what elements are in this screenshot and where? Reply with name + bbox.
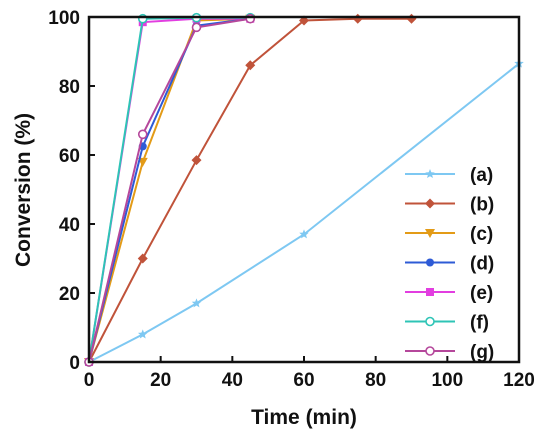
series-7 <box>84 13 256 367</box>
series-line <box>88 17 251 363</box>
legend-label: (b) <box>470 195 494 216</box>
axes: 0 20 40 60 80 100 120 0 20 40 60 80 100 <box>48 8 535 391</box>
x-tick-label: 120 <box>503 370 535 391</box>
legend-marker <box>425 229 435 238</box>
legend-marker <box>425 316 435 327</box>
x-tick-label: 80 <box>365 370 386 391</box>
legend-item: (g) <box>405 342 494 363</box>
legend-marker <box>425 198 435 209</box>
legend-item: (b) <box>405 195 494 216</box>
x-axis-title: Time (min) <box>251 406 357 429</box>
legend-item: (a) <box>405 165 493 186</box>
legend-marker <box>426 288 434 296</box>
series-4 <box>85 14 255 366</box>
x-tick-label: 40 <box>222 370 243 391</box>
y-tick-label: 100 <box>48 8 80 29</box>
series-line <box>88 17 251 363</box>
legend-item: (f) <box>405 313 489 334</box>
legend: (a) (b) (c) (d) (e) (f) (g) <box>405 165 494 363</box>
data-point <box>191 298 202 308</box>
plot-area <box>84 12 524 367</box>
legend-marker <box>425 169 435 179</box>
legend-label: (e) <box>470 283 493 304</box>
series-line <box>88 16 251 363</box>
x-tick-label: 20 <box>150 370 171 391</box>
y-axis-title: Conversion (%) <box>12 113 35 267</box>
data-point <box>137 253 148 264</box>
series-line <box>88 17 251 363</box>
x-tick-label: 60 <box>293 370 314 391</box>
plot-frame <box>87 15 521 364</box>
series-2 <box>84 13 417 367</box>
series-5 <box>85 14 255 366</box>
series-1 <box>84 58 524 367</box>
legend-label: (f) <box>470 313 489 334</box>
legend-label: (c) <box>470 224 493 245</box>
series-line <box>88 17 251 363</box>
legend-label: (g) <box>470 342 494 363</box>
data-point <box>352 13 363 24</box>
data-point <box>137 329 148 339</box>
data-point <box>191 155 202 166</box>
y-tick-label: 40 <box>59 215 80 236</box>
legend-marker <box>425 346 435 356</box>
legend-item: (e) <box>405 283 493 304</box>
y-tick-label: 0 <box>69 353 80 374</box>
series-6 <box>84 12 256 367</box>
x-tick-label: 0 <box>84 370 95 391</box>
legend-marker <box>426 258 434 267</box>
data-point <box>299 229 309 239</box>
data-point <box>137 129 148 140</box>
data-point <box>245 60 256 71</box>
y-tick-label: 60 <box>59 146 80 167</box>
series-line <box>88 62 520 363</box>
data-point <box>191 22 202 33</box>
legend-label: (d) <box>470 254 494 275</box>
legend-label: (a) <box>470 165 493 186</box>
legend-item: (d) <box>405 254 494 275</box>
y-tick-label: 20 <box>59 284 80 305</box>
legend-item: (c) <box>405 224 493 245</box>
x-tick-label: 100 <box>431 370 463 391</box>
data-point <box>406 13 417 24</box>
series-3 <box>84 14 256 367</box>
y-tick-label: 80 <box>59 77 80 98</box>
